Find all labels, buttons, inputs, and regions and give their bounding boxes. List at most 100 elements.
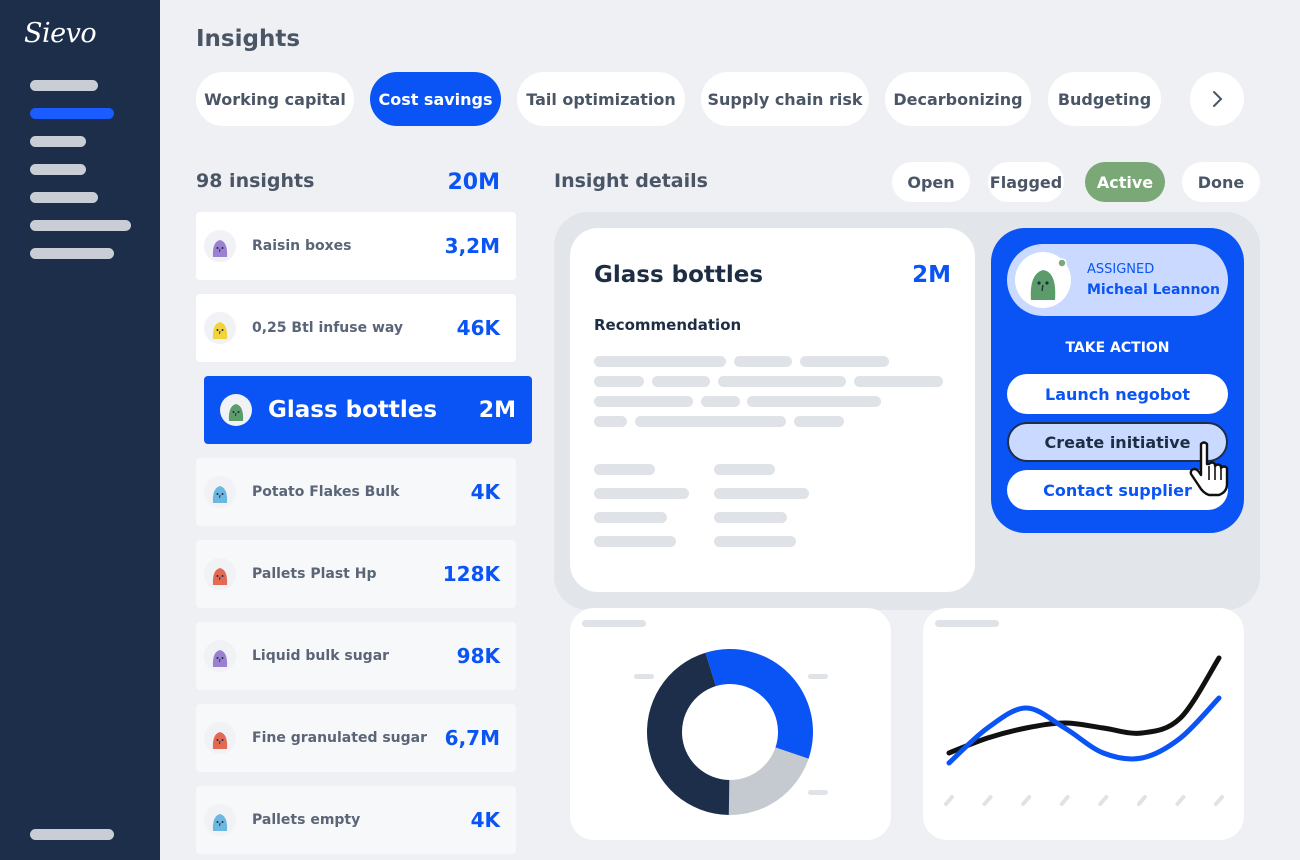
donut-chart [582,620,828,815]
placeholder-line [747,396,881,407]
filter-flagged[interactable]: Flagged [988,162,1064,202]
insight-row[interactable]: Fine granulated sugar 6,7M [196,704,516,772]
insights-count: 98 insights [196,170,315,192]
line-series [946,655,1222,756]
insights-total: 20M [447,170,500,195]
insight-value: 128K [442,562,500,586]
filter-active[interactable]: Active [1085,162,1165,202]
legend-placeholder [634,674,654,679]
x-tick-placeholder [1175,795,1186,806]
item-avatar-icon [204,722,236,754]
insight-value: 4K [470,480,500,504]
tab-decarbonizing[interactable]: Decarbonizing [885,72,1031,126]
launch-negobot-button[interactable]: Launch negobot [1007,374,1228,414]
placeholder-line [652,376,710,387]
tabs-next-button[interactable] [1190,72,1244,126]
insight-row[interactable]: 0,25 Btl infuse way 46K [196,294,516,362]
tab-supply-chain-risk[interactable]: Supply chain risk [701,72,869,126]
insight-row[interactable]: Pallets empty 4K [196,786,516,854]
assignee-chip[interactable]: ASSIGNED Micheal Leannon [1007,244,1228,316]
placeholder-line [854,376,943,387]
page-title: Insights [196,26,301,52]
insight-row[interactable]: Pallets Plast Hp 128K [196,540,516,608]
item-avatar-icon [204,476,236,508]
take-action-label: TAKE ACTION [1065,340,1170,356]
placeholder-line [714,488,809,499]
sidebar-item-5[interactable] [30,192,98,203]
placeholder-line [794,416,844,427]
filter-open[interactable]: Open [892,162,970,202]
donut-slice [728,747,809,815]
insight-row[interactable]: Raisin boxes 3,2M [196,212,516,280]
placeholder-line [701,396,740,407]
placeholder-line [718,376,846,387]
placeholder-line [594,536,676,547]
placeholder-line [594,376,644,387]
placeholder-line [635,416,786,427]
insight-value: 4K [470,808,500,832]
item-avatar-icon [204,312,236,344]
item-avatar-icon [204,804,236,836]
placeholder-line [800,356,889,367]
insight-row[interactable]: Liquid bulk sugar 98K [196,622,516,690]
sidebar-item-4[interactable] [30,164,86,175]
item-avatar-icon [220,394,252,426]
placeholder-line [714,536,796,547]
x-tick-placeholder [1136,795,1147,806]
x-tick-placeholder [982,795,993,806]
assignee-avatar-icon [1015,252,1071,308]
x-tick-placeholder [1214,795,1224,806]
card-title: Glass bottles [594,262,764,288]
card-subtitle: Recommendation [594,316,742,334]
legend-placeholder [808,790,828,795]
tab-budgeting[interactable]: Budgeting [1048,72,1161,126]
placeholder-line [594,416,627,427]
tab-cost-savings[interactable]: Cost savings [370,72,501,126]
insight-label: Pallets empty [252,812,361,828]
card-value: 2M [912,262,951,288]
chart-title-placeholder [582,620,646,627]
placeholder-line [594,396,693,407]
assigned-label: ASSIGNED [1087,262,1155,277]
x-tick-placeholder [1059,795,1070,806]
sidebar-item-bottom[interactable] [30,829,114,840]
sidebar-item-1[interactable] [30,80,98,91]
insight-label: Liquid bulk sugar [252,648,390,664]
sidebar-item-7[interactable] [30,248,114,259]
filter-done[interactable]: Done [1182,162,1260,202]
placeholder-line [594,512,667,523]
chart-title-placeholder [935,620,999,627]
item-avatar-icon [204,230,236,262]
donut-slice [705,649,813,759]
sievo-logo[interactable]: Sievo [24,18,97,49]
sidebar-item-2-active[interactable] [30,108,114,119]
tab-tail-optimization[interactable]: Tail optimization [517,72,685,126]
placeholder-line [594,464,655,475]
insight-label: Raisin boxes [252,238,352,254]
placeholder-line [734,356,792,367]
line-series [946,695,1222,766]
item-avatar-icon [204,640,236,672]
create-initiative-button[interactable]: Create initiative [1007,422,1228,462]
sidebar-item-3[interactable] [30,136,86,147]
insight-label: Glass bottles [268,397,438,423]
tab-working-capital[interactable]: Working capital [196,72,354,126]
assignee-name: Micheal Leannon [1087,282,1220,298]
hand-pointer-cursor-icon [1189,441,1229,497]
placeholder-line [714,464,775,475]
contact-supplier-button[interactable]: Contact supplier [1007,470,1228,510]
sidebar: Sievo [0,0,160,860]
item-avatar-icon [204,558,236,590]
insight-card: Glass bottles 2M Recommendation [570,228,975,592]
insight-label: Potato Flakes Bulk [252,484,400,500]
insight-value: 3,2M [444,234,500,258]
placeholder-line [594,356,726,367]
insight-value: 46K [456,316,500,340]
insight-row[interactable]: Potato Flakes Bulk 4K [196,458,516,526]
sidebar-item-6[interactable] [30,220,131,231]
insight-row-selected[interactable]: Glass bottles 2M [204,376,532,444]
insight-value: 2M [478,397,516,423]
placeholder-line [594,488,689,499]
x-tick-placeholder [1098,795,1109,806]
line-chart-card [923,608,1244,840]
